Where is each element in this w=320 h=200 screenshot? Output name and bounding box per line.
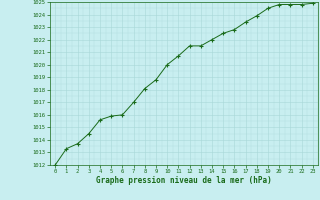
X-axis label: Graphe pression niveau de la mer (hPa): Graphe pression niveau de la mer (hPa) [96, 176, 272, 185]
